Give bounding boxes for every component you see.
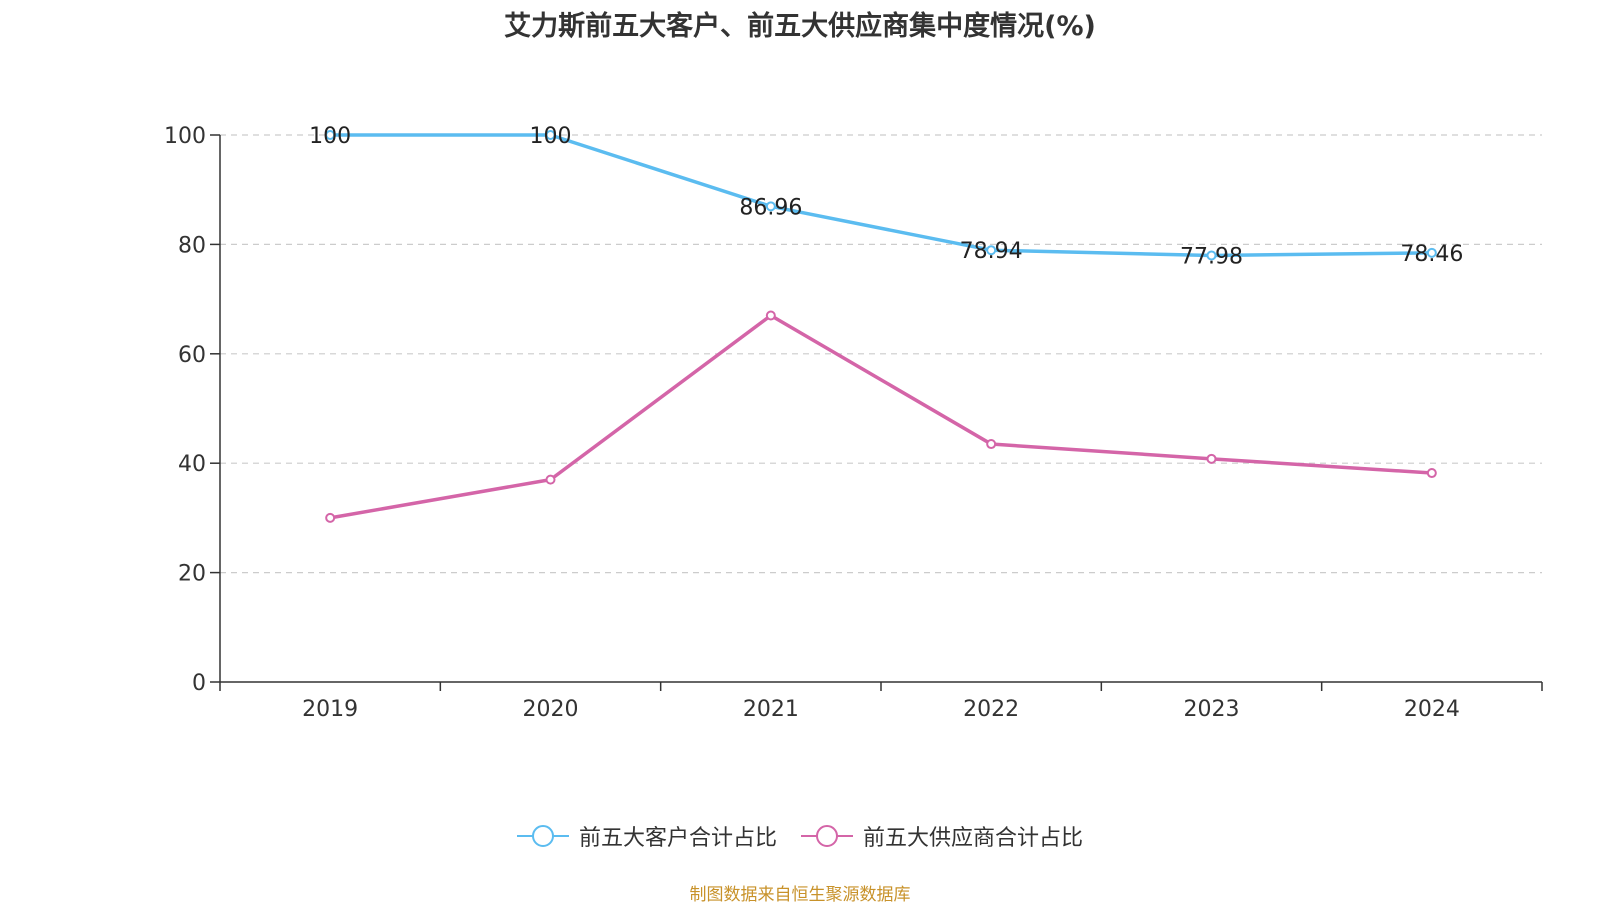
- y-tick-label: 0: [192, 671, 206, 696]
- data-labels: 100 100 86.96 78.94 77.98 78.46: [309, 124, 1463, 269]
- legend-item-supplier[interactable]: 前五大供应商合计占比: [801, 820, 1083, 852]
- x-tick-label: 2024: [1404, 697, 1460, 722]
- legend-label-supplier: 前五大供应商合计占比: [863, 826, 1084, 851]
- y-tick-label: 80: [178, 233, 206, 258]
- data-point[interactable]: [1206, 453, 1217, 464]
- x-tick-label: 2023: [1184, 697, 1240, 722]
- y-tick-label: 20: [178, 562, 206, 587]
- data-point[interactable]: [325, 130, 336, 140]
- series: [325, 130, 1437, 523]
- legend-line-circle-icon: [516, 825, 569, 847]
- series-line-1: [329, 313, 1432, 520]
- data-point[interactable]: [1426, 247, 1437, 258]
- axes: 0 20 40 60 80 100 2019 2020 2021 2022 2023 2024: [164, 124, 1543, 722]
- data-label: 100: [309, 124, 351, 149]
- source-note: 制图数据来自恒生聚源数据库: [689, 885, 911, 905]
- data-point[interactable]: [545, 474, 556, 485]
- data-point[interactable]: [986, 245, 997, 256]
- x-tick-label: 2021: [743, 697, 799, 722]
- x-tick-label: 2022: [963, 697, 1019, 722]
- data-point[interactable]: [545, 130, 556, 140]
- y-tick-label: 100: [164, 124, 206, 149]
- data-label: 78.46: [1400, 242, 1463, 267]
- series-line-0: [330, 133, 1432, 258]
- data-label: 100: [530, 124, 572, 149]
- grid-lines: [220, 134, 1542, 574]
- chart-title: 艾力斯前五大客户、前五大供应商集中度情况(%): [504, 11, 1096, 42]
- line-chart: 0 20 40 60 80 100 2019 2020 2021 2022 2023 2024 100…: [164, 124, 1543, 722]
- data-label: 86.96: [739, 195, 802, 220]
- data-point[interactable]: [1206, 250, 1217, 261]
- legend: 前五大客户合计占比 前五大供应商合计占比: [0, 820, 1600, 852]
- y-tick-label: 40: [178, 452, 206, 477]
- data-point[interactable]: [765, 310, 776, 321]
- data-label: 78.94: [960, 239, 1023, 264]
- x-tick-label: 2019: [302, 697, 358, 722]
- data-label: 77.98: [1180, 244, 1243, 269]
- legend-label-customer: 前五大客户合计占比: [578, 826, 777, 851]
- x-tick-label: 2020: [523, 697, 579, 722]
- y-tick-label: 60: [178, 343, 206, 368]
- data-point[interactable]: [765, 201, 776, 212]
- legend-item-customer[interactable]: 前五大客户合计占比: [516, 820, 777, 852]
- legend-line-circle-icon: [801, 825, 853, 847]
- data-point[interactable]: [1426, 468, 1437, 479]
- data-point[interactable]: [325, 512, 336, 523]
- data-point[interactable]: [986, 439, 997, 450]
